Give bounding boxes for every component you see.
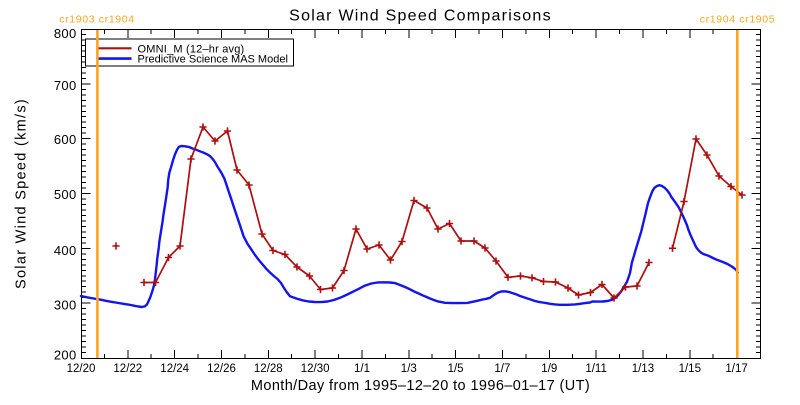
svg-text:1/1: 1/1	[354, 363, 370, 375]
svg-text:600: 600	[54, 132, 77, 147]
svg-text:500: 500	[54, 187, 77, 202]
svg-text:Month/Day from 1995–12–20 to 1: Month/Day from 1995–12–20 to 1996–01–17 …	[251, 378, 590, 394]
svg-text:cr1904 cr1905: cr1904 cr1905	[700, 14, 776, 26]
svg-text:300: 300	[54, 298, 77, 313]
svg-text:1/9: 1/9	[541, 363, 557, 375]
svg-text:1/13: 1/13	[632, 363, 654, 375]
svg-text:12/20: 12/20	[67, 363, 96, 375]
svg-text:12/26: 12/26	[207, 363, 236, 375]
svg-text:12/30: 12/30	[301, 363, 330, 375]
svg-text:Predictive Science MAS Model: Predictive Science MAS Model	[138, 53, 288, 65]
svg-text:OMNI_M (12–hr avg): OMNI_M (12–hr avg)	[138, 43, 245, 55]
svg-text:Solar Wind Speed Comparisons: Solar Wind Speed Comparisons	[289, 8, 552, 25]
svg-text:1/3: 1/3	[401, 363, 417, 375]
svg-text:200: 200	[54, 348, 77, 363]
svg-text:1/17: 1/17	[725, 363, 747, 375]
svg-text:12/24: 12/24	[160, 363, 189, 375]
svg-text:Solar Wind Speed (km/s): Solar Wind Speed (km/s)	[14, 98, 30, 289]
svg-text:1/11: 1/11	[585, 363, 607, 375]
svg-text:12/22: 12/22	[113, 363, 142, 375]
svg-text:700: 700	[54, 78, 77, 93]
svg-text:12/28: 12/28	[254, 363, 283, 375]
svg-text:800: 800	[54, 26, 77, 41]
svg-text:cr1903 cr1904: cr1903 cr1904	[59, 14, 135, 26]
svg-text:400: 400	[54, 243, 77, 258]
svg-text:1/5: 1/5	[448, 363, 464, 375]
svg-text:1/7: 1/7	[494, 363, 510, 375]
svg-text:1/15: 1/15	[679, 363, 701, 375]
